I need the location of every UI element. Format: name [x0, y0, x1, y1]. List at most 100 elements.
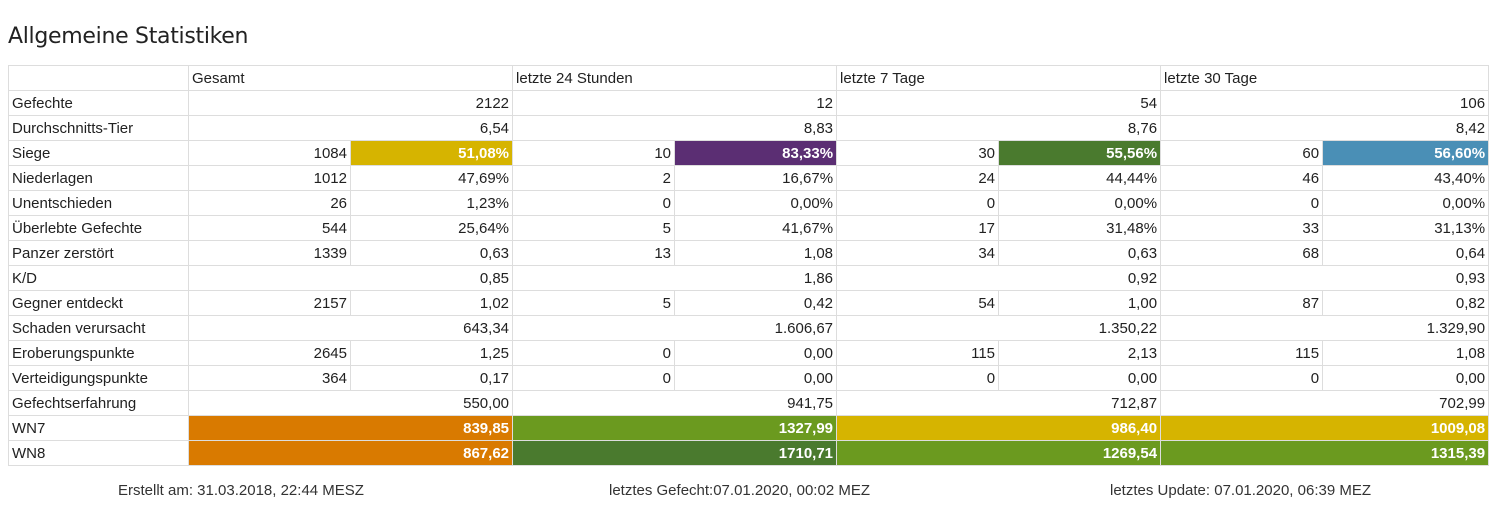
count-cell: 115: [836, 340, 1000, 366]
row-label: Überlebte Gefechte: [8, 215, 189, 241]
value-cell: 1009,08: [1160, 415, 1490, 441]
ratio-cell: 25,64%: [349, 215, 514, 241]
ratio-cell: 44,44%: [998, 165, 1162, 191]
table-row: K/D 0,85 1,86 0,92 0,93: [8, 265, 1490, 291]
win-rate-cell: 56,60%: [1322, 140, 1490, 166]
value-cell: 1,86: [512, 265, 838, 291]
footer-last-battle: letztes Gefecht:07.01.2020, 00:02 MEZ: [609, 482, 870, 499]
ratio-cell: 0,82: [1322, 290, 1490, 316]
ratio-cell: 0,00: [674, 365, 838, 391]
stats-table: Gesamt letzte 24 Stunden letzte 7 Tage letz…: [8, 65, 1490, 466]
column-header: letzte 30 Tage: [1160, 65, 1490, 91]
table-row: Unentschieden 26 1,23% 0 0,00% 0 0,00% 0 0,00%: [8, 190, 1490, 216]
count-cell: 54: [836, 290, 1000, 316]
count-cell: 13: [512, 240, 676, 266]
footer-created: Erstellt am: 31.03.2018, 22:44 MESZ: [118, 482, 364, 499]
row-label: Eroberungspunkte: [8, 340, 189, 366]
ratio-cell: 43,40%: [1322, 165, 1490, 191]
row-label: Durchschnitts-Tier: [8, 115, 189, 141]
table-row: Niederlagen 1012 47,69% 2 16,67% 24 44,44% 46 43…: [8, 165, 1490, 191]
ratio-cell: 47,69%: [349, 165, 514, 191]
header-corner: [8, 65, 189, 91]
count-cell: 2645: [188, 340, 351, 366]
ratio-cell: 0,00%: [998, 190, 1162, 216]
table-row: Panzer zerstört 1339 0,63 13 1,08 34 0,63 68 0,6…: [8, 240, 1490, 266]
ratio-cell: 0,00: [998, 365, 1162, 391]
ratio-cell: 1,08: [674, 240, 838, 266]
ratio-cell: 41,67%: [674, 215, 838, 241]
ratio-cell: 0,63: [349, 240, 514, 266]
value-cell: 8,83: [512, 115, 838, 141]
value-cell: 0,93: [1160, 265, 1490, 291]
column-header: Gesamt: [187, 65, 514, 91]
count-cell: 1084: [188, 140, 351, 166]
value-cell: 0,85: [187, 265, 514, 291]
count-cell: 10: [512, 140, 676, 166]
row-label: Panzer zerstört: [8, 240, 189, 266]
table-row: WN7 839,85 1327,99 986,40 1009,08: [8, 415, 1490, 441]
value-cell: 8,42: [1160, 115, 1490, 141]
win-rate-cell: 83,33%: [674, 140, 838, 166]
ratio-cell: 2,13: [998, 340, 1162, 366]
table-row: Schaden verursacht 643,34 1.606,67 1.350,22…: [8, 315, 1490, 341]
value-cell: 2122: [187, 90, 514, 116]
count-cell: 1339: [188, 240, 351, 266]
win-rate-cell: 55,56%: [998, 140, 1162, 166]
table-row: Überlebte Gefechte 544 25,64% 5 41,67% 17 31,4…: [8, 215, 1490, 241]
count-cell: 0: [1160, 365, 1324, 391]
table-row: Siege 1084 51,08% 10 83,33% 30 55,56% 60 56,60%: [8, 140, 1490, 166]
ratio-cell: 31,48%: [998, 215, 1162, 241]
value-cell: 1.606,67: [512, 315, 838, 341]
count-cell: 0: [836, 365, 1000, 391]
row-label: Gefechte: [8, 90, 189, 116]
table-row: WN8 867,62 1710,71 1269,54 1315,39: [8, 440, 1490, 466]
value-cell: 867,62: [187, 440, 514, 466]
count-cell: 46: [1160, 165, 1324, 191]
count-cell: 5: [512, 215, 676, 241]
count-cell: 1012: [188, 165, 351, 191]
value-cell: 712,87: [836, 390, 1162, 416]
page-title: Allgemeine Statistiken: [8, 24, 249, 49]
ratio-cell: 0,63: [998, 240, 1162, 266]
value-cell: 941,75: [512, 390, 838, 416]
ratio-cell: 0,00%: [674, 190, 838, 216]
table-row: Gegner entdeckt 2157 1,02 5 0,42 54 1,00 87 0,82: [8, 290, 1490, 316]
ratio-cell: 0,00%: [1322, 190, 1490, 216]
value-cell: 1.329,90: [1160, 315, 1490, 341]
count-cell: 0: [512, 365, 676, 391]
count-cell: 24: [836, 165, 1000, 191]
value-cell: 702,99: [1160, 390, 1490, 416]
row-label: WN8: [8, 440, 189, 466]
row-label: WN7: [8, 415, 189, 441]
count-cell: 60: [1160, 140, 1324, 166]
count-cell: 5: [512, 290, 676, 316]
value-cell: 54: [836, 90, 1162, 116]
value-cell: 12: [512, 90, 838, 116]
value-cell: 550,00: [187, 390, 514, 416]
count-cell: 0: [1160, 190, 1324, 216]
value-cell: 1269,54: [836, 440, 1162, 466]
count-cell: 87: [1160, 290, 1324, 316]
row-label: Verteidigungspunkte: [8, 365, 189, 391]
count-cell: 0: [512, 340, 676, 366]
ratio-cell: 31,13%: [1322, 215, 1490, 241]
count-cell: 2157: [188, 290, 351, 316]
count-cell: 33: [1160, 215, 1324, 241]
row-label: K/D: [8, 265, 189, 291]
count-cell: 0: [512, 190, 676, 216]
count-cell: 0: [836, 190, 1000, 216]
ratio-cell: 16,67%: [674, 165, 838, 191]
table-row: Gefechtserfahrung 550,00 941,75 712,87 702,9…: [8, 390, 1490, 416]
count-cell: 2: [512, 165, 676, 191]
ratio-cell: 0,64: [1322, 240, 1490, 266]
row-label: Schaden verursacht: [8, 315, 189, 341]
count-cell: 544: [188, 215, 351, 241]
row-label: Niederlagen: [8, 165, 189, 191]
count-cell: 115: [1160, 340, 1324, 366]
win-rate-cell: 51,08%: [349, 140, 514, 166]
row-label: Siege: [8, 140, 189, 166]
footer-last-update: letztes Update: 07.01.2020, 06:39 MEZ: [1110, 482, 1371, 499]
count-cell: 30: [836, 140, 1000, 166]
value-cell: 986,40: [836, 415, 1162, 441]
ratio-cell: 0,00: [674, 340, 838, 366]
